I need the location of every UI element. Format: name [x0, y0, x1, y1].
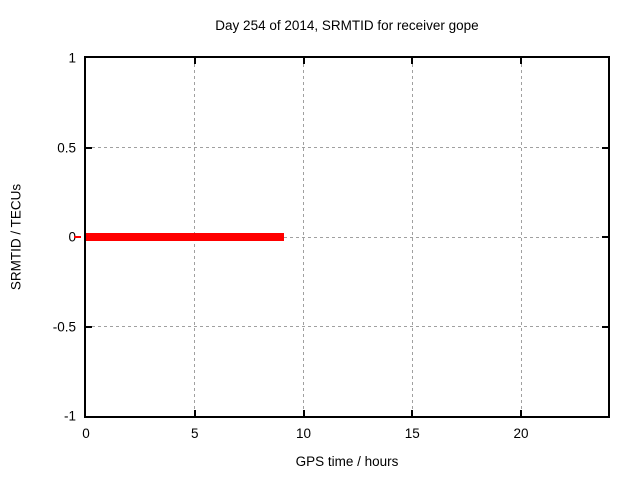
- tick-x-top-20: [520, 58, 522, 64]
- tick-x-bottom-20: [520, 410, 522, 416]
- x-tick-label: 0: [82, 426, 90, 441]
- x-tick-label: 20: [513, 426, 529, 441]
- chart-title: Day 254 of 2014, SRMTID for receiver gop…: [215, 18, 479, 33]
- tick-x-bottom-15: [411, 410, 414, 416]
- gridline-y-0: [86, 236, 608, 238]
- gridline-y--0.5: [86, 326, 608, 327]
- x-tick-label: 5: [190, 426, 199, 441]
- tick-x-top-5: [193, 58, 196, 64]
- plot-inner: [86, 58, 608, 416]
- tick-y-right-0.5: [602, 146, 608, 149]
- tick-y-right--0.5: [602, 325, 608, 328]
- tick-x-bottom-5: [193, 410, 196, 416]
- y-tick-label: -1: [63, 408, 76, 424]
- x-axis-label: GPS time / hours: [295, 454, 399, 469]
- y-tick-label: -0.5: [52, 319, 76, 334]
- gridline-y-0.5: [86, 147, 608, 148]
- y-axis-label: SRMTID / TECUs: [8, 183, 24, 291]
- series-srmtid-line: [86, 233, 284, 241]
- y-tick-label: 1: [68, 50, 76, 66]
- tick-x-top-10: [302, 58, 305, 64]
- tick-x-bottom-10: [302, 410, 305, 416]
- tick-y-left--0.5: [86, 325, 92, 328]
- tick-x-top-15: [411, 58, 414, 64]
- y-tick-label: 0: [68, 229, 76, 245]
- x-tick-label: 15: [404, 426, 420, 441]
- tick-y-left-0.5: [86, 146, 92, 149]
- y-tick-label: 0.5: [57, 140, 76, 155]
- tick-y-right-0: [602, 236, 608, 238]
- y-zero-outside-tick: [74, 236, 81, 238]
- x-tick-label: 10: [295, 426, 312, 441]
- plot-area: [84, 56, 610, 418]
